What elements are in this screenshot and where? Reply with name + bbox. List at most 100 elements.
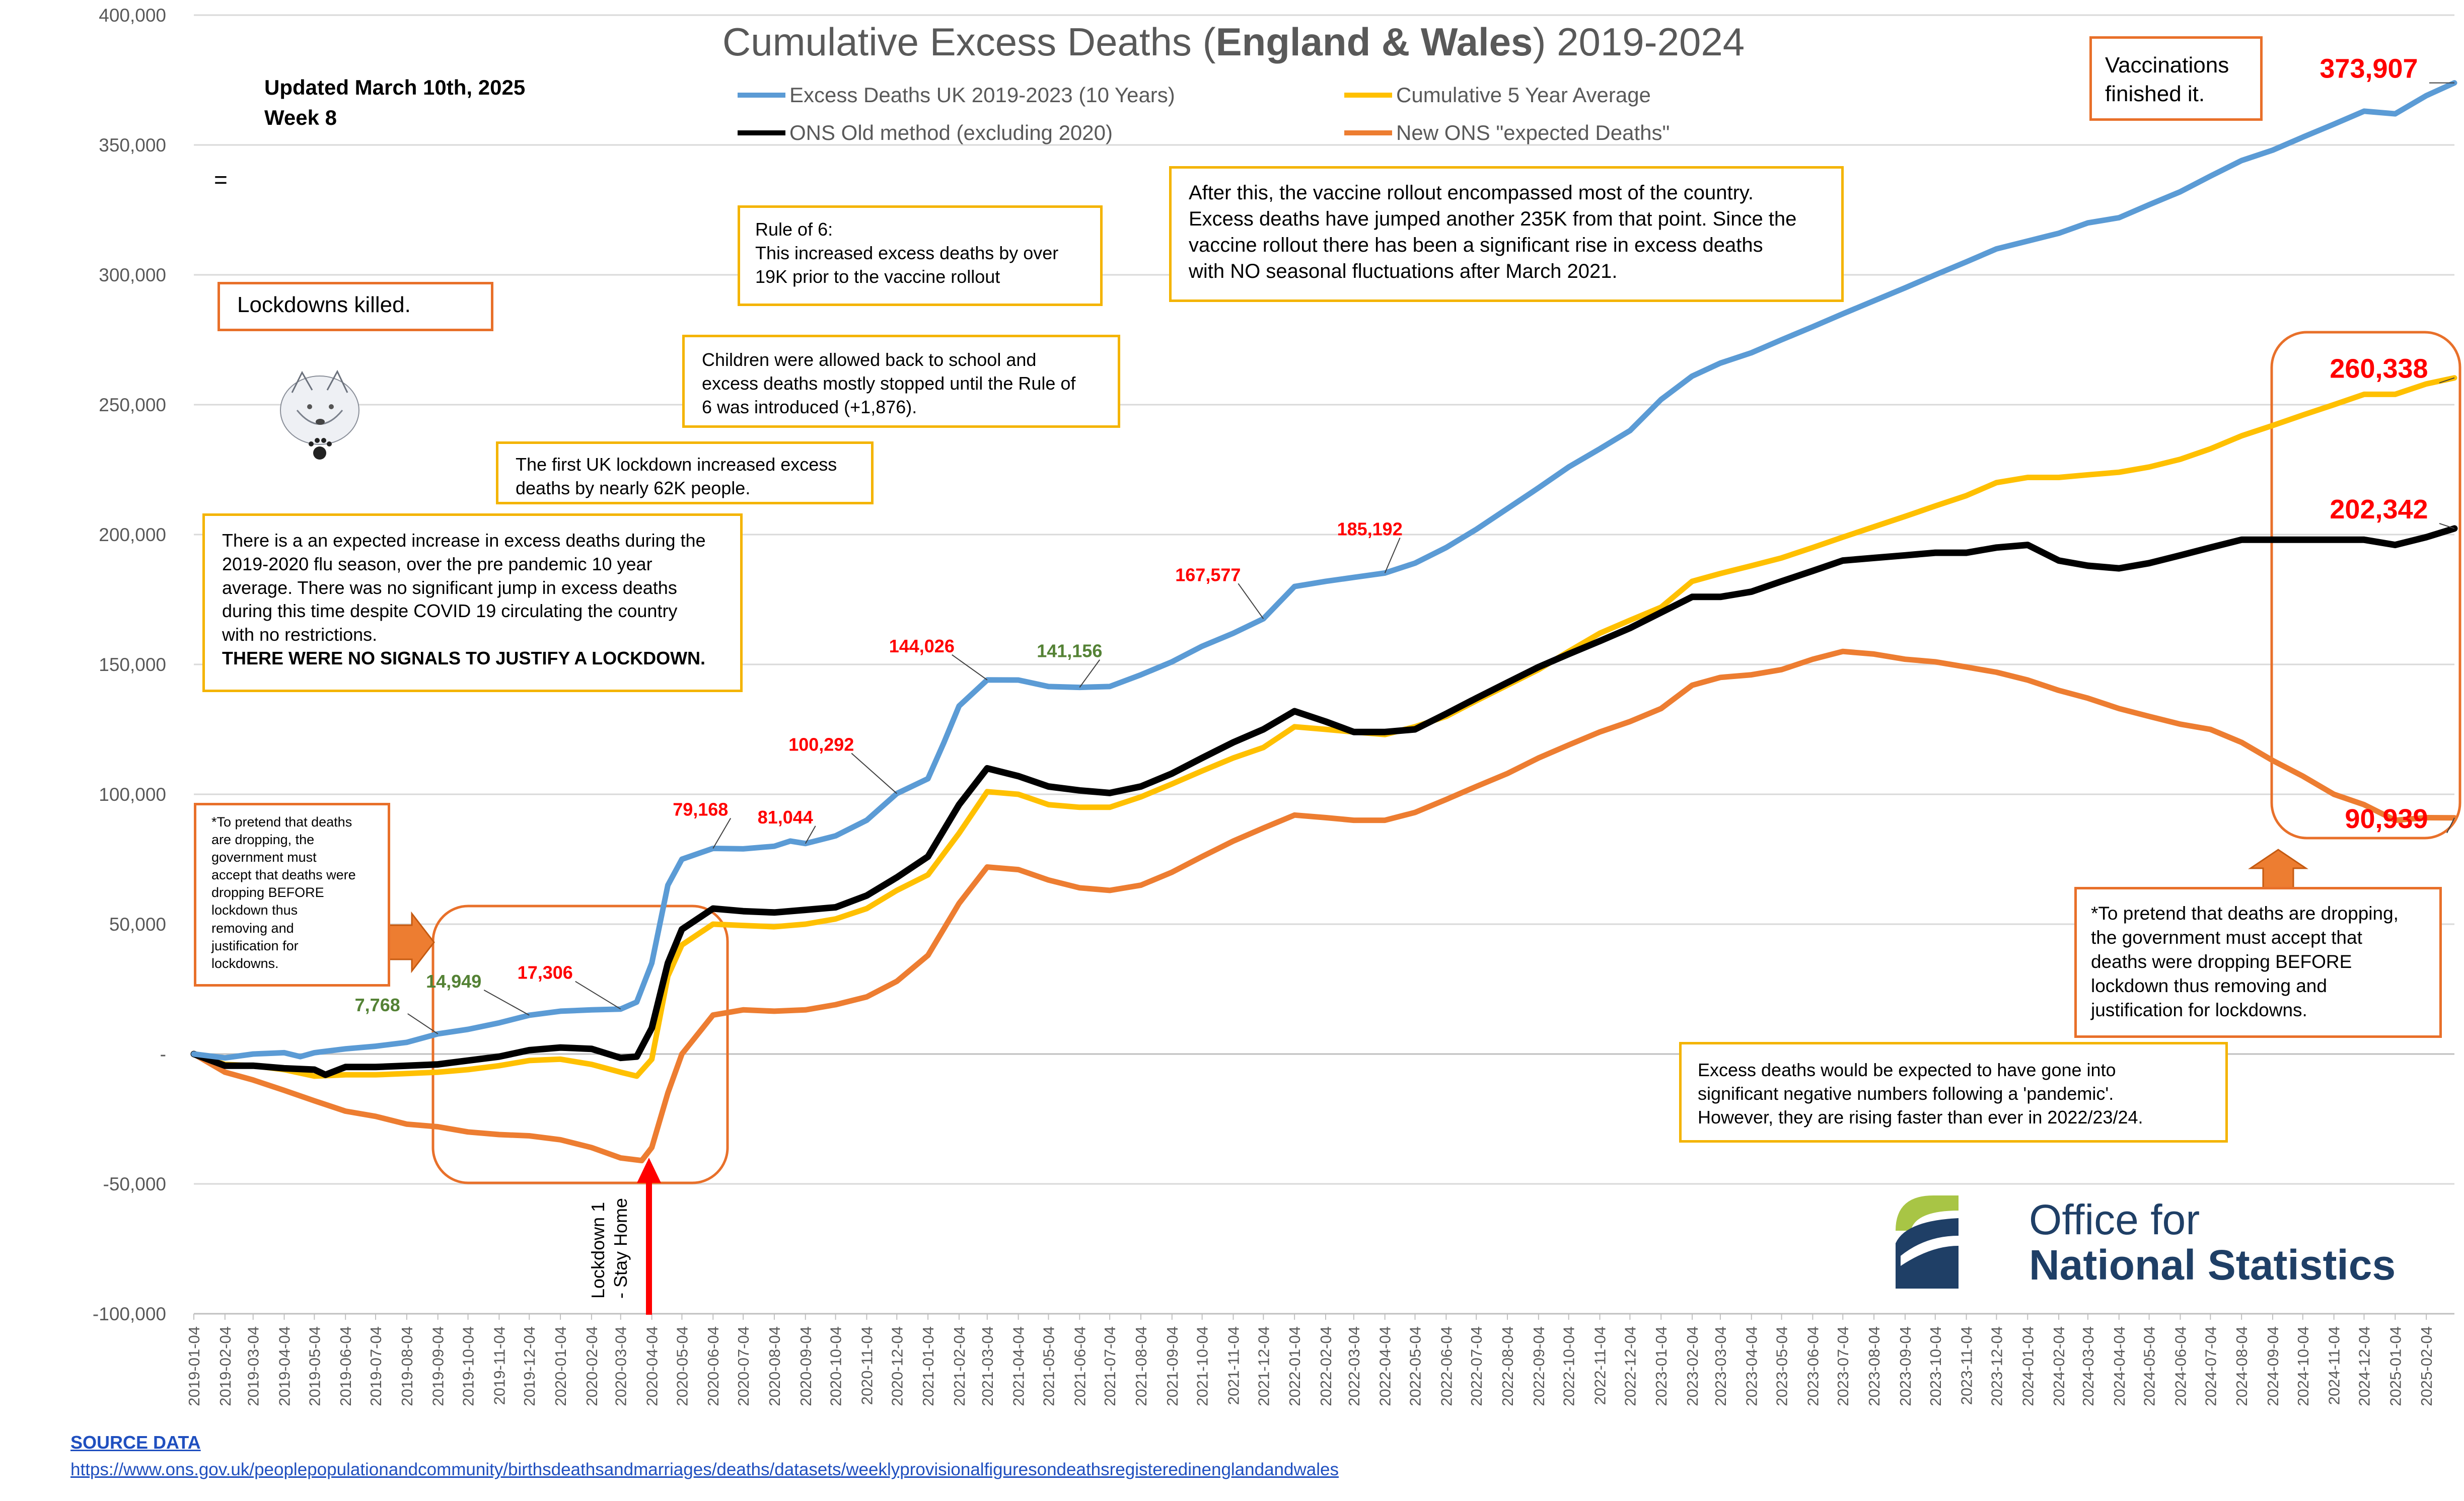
legend-item-blue: Excess Deaths UK 2019-2023 (10 Years) — [738, 83, 1175, 107]
data-label-leader — [1384, 538, 1401, 573]
series-line-3 — [191, 648, 2457, 1164]
y-tick-label: -100,000 — [93, 1304, 166, 1324]
negative-line-3: However, they are rising faster than eve… — [1698, 1106, 2143, 1128]
x-tick-label: 2022-10-04 — [1560, 1326, 1578, 1406]
annotation-lockdowns-killed: Lockdowns killed. — [218, 282, 493, 331]
legend-swatch-orange — [1344, 130, 1392, 135]
logo-line-2: National Statistics — [2029, 1241, 2396, 1289]
stray-equals: = — [214, 167, 228, 193]
x-tick-label: 2024-09-04 — [2264, 1326, 2282, 1406]
x-tick-label: 2019-08-04 — [398, 1326, 416, 1406]
source-link[interactable]: https://www.ons.gov.uk/peoplepopulationa… — [70, 1460, 1339, 1479]
pretend-right-line-3: deaths were dropping BEFORE — [2091, 951, 2352, 972]
x-tick-label: 2021-07-04 — [1101, 1326, 1119, 1406]
legend-item-orange: New ONS "expected Deaths" — [1344, 121, 1670, 145]
legend-swatch-black — [738, 130, 785, 135]
x-tick-label: 2020-01-04 — [552, 1326, 569, 1406]
x-tick-label: 2022-01-04 — [1286, 1326, 1303, 1406]
logo-line-1: Office for — [2029, 1196, 2200, 1243]
x-tick-label: 2019-07-04 — [367, 1326, 385, 1406]
label-layer: 373,907 260,338 202,342 90,939 185,192 167,57… — [355, 54, 2455, 1034]
annotation-flu-season: There is a an expected increase in exces… — [202, 513, 743, 692]
annotation-vaccine-rollout: After this, the vaccine rollout encompas… — [1169, 166, 1844, 302]
x-tick-label: 2023-01-04 — [1652, 1326, 1670, 1406]
data-label: 90,939 — [2345, 804, 2428, 834]
data-label: 167,577 — [1175, 564, 1241, 585]
wolf-logo — [280, 369, 359, 460]
x-tick-label: 2020-12-04 — [888, 1326, 906, 1406]
x-tick-label: 2023-03-04 — [1712, 1326, 1729, 1406]
pretend-right-line-2: the government must accept that — [2091, 927, 2362, 948]
pretend-left-line-2: are dropping, the — [211, 832, 315, 848]
data-label: 81,044 — [758, 807, 813, 828]
vaccinations-line-1: Vaccinations — [2105, 53, 2229, 78]
data-label: 373,907 — [2320, 54, 2418, 84]
first-lockdown-line-2: deaths by nearly 62K people. — [516, 477, 751, 498]
source-heading: SOURCE DATA — [70, 1432, 201, 1453]
pretend-left-line-5: dropping BEFORE — [211, 885, 324, 900]
children-line-2: excess deaths mostly stopped until the R… — [702, 372, 1076, 394]
annotation-lockdowns-killed-text: Lockdowns killed. — [237, 292, 411, 317]
shape-layer — [280, 369, 2308, 1315]
orange-up-arrow — [2248, 849, 2308, 892]
x-tick-label: 2020-05-04 — [673, 1326, 691, 1406]
page-title: Cumulative Excess Deaths (England & Wale… — [655, 19, 1813, 74]
x-tick-label: 2021-05-04 — [1040, 1326, 1057, 1406]
legend-label-blue: Excess Deaths UK 2019-2023 (10 Years) — [789, 83, 1175, 107]
series-line-0 — [191, 80, 2457, 1061]
legend-swatch-yellow — [1344, 93, 1392, 98]
x-tick-label: 2023-10-04 — [1927, 1326, 1944, 1406]
updated-text: Updated March 10th, 2025 — [264, 76, 526, 99]
x-tick-label: 2023-09-04 — [1897, 1326, 1914, 1406]
annotation-pretend-left: *To pretend that deaths are dropping, th… — [194, 803, 390, 987]
y-tick-label: - — [160, 1044, 166, 1065]
x-tick-label: 2020-11-04 — [858, 1326, 876, 1405]
x-tick-label: 2024-02-04 — [2050, 1326, 2068, 1406]
x-tick-label: 2023-02-04 — [1684, 1326, 1701, 1406]
data-label-leader — [2439, 522, 2455, 529]
title-suffix: ) 2019-2024 — [1533, 20, 1745, 64]
x-tick-label: 2022-04-04 — [1376, 1326, 1394, 1406]
series-layer — [190, 80, 2458, 1164]
x-tick-label: 2022-09-04 — [1530, 1326, 1548, 1406]
data-label-leader — [1238, 583, 1264, 619]
vaccine-line-3: vaccine rollout there has been a signifi… — [1189, 234, 1763, 256]
red-lockdown-arrow-head — [637, 1158, 661, 1183]
x-tick-label: 2021-11-04 — [1224, 1326, 1242, 1405]
annotation-first-lockdown: The first UK lockdown increased excess d… — [496, 441, 874, 504]
x-tick-label: 2023-07-04 — [1834, 1326, 1852, 1406]
legend-label-yellow: Cumulative 5 Year Average — [1396, 83, 1651, 107]
x-tick-label: 2023-06-04 — [1804, 1326, 1822, 1406]
y-tick-label: 300,000 — [99, 265, 166, 285]
x-tick-label: 2024-06-04 — [2171, 1326, 2189, 1406]
y-tick-label: 400,000 — [99, 5, 166, 26]
pretend-right-line-4: lockdown thus removing and — [2091, 975, 2327, 997]
x-tick-label: 2020-03-04 — [612, 1326, 630, 1406]
x-tick-label: 2019-04-04 — [276, 1326, 294, 1406]
pretend-left-line-4: accept that deaths were — [211, 867, 356, 883]
rule-of-6-line-1: Rule of 6: — [755, 219, 833, 240]
ons-logo-mark — [1896, 1195, 1959, 1289]
data-label-leader — [407, 1013, 439, 1034]
x-tick-label: 2021-02-04 — [951, 1326, 968, 1406]
x-tick-label: 2019-12-04 — [521, 1326, 538, 1406]
x-tick-label: 2019-01-04 — [185, 1326, 203, 1406]
lockdown-label: Lockdown 1 - Stay Home — [587, 1197, 632, 1299]
pretend-left-line-9: lockdowns. — [211, 955, 279, 971]
x-tick-label: 2021-06-04 — [1071, 1326, 1089, 1406]
lockdown-label-line-1: Lockdown 1 — [588, 1202, 608, 1299]
pretend-left-line-7: removing and — [211, 920, 294, 936]
y-tick-label: -50,000 — [103, 1174, 167, 1194]
rule-of-6-line-2: This increased excess deaths by over — [755, 242, 1059, 263]
lockdown-label-line-2: - Stay Home — [610, 1197, 631, 1299]
data-label: 185,192 — [1337, 518, 1403, 539]
negative-line-1: Excess deaths would be expected to have … — [1698, 1060, 2116, 1080]
week-text: Week 8 — [264, 106, 337, 129]
axis-layer: 400,000 350,000 300,000 250,000 200,000 150,0… — [93, 5, 2454, 1406]
x-tick-label: 2021-04-04 — [1010, 1326, 1028, 1406]
orange-right-arrow — [387, 911, 435, 973]
data-label: 7,768 — [355, 995, 400, 1015]
data-label-leader — [952, 654, 988, 681]
x-tick-label: 2019-05-04 — [306, 1326, 323, 1406]
vaccine-line-2: Excess deaths have jumped another 235K f… — [1189, 208, 1797, 230]
